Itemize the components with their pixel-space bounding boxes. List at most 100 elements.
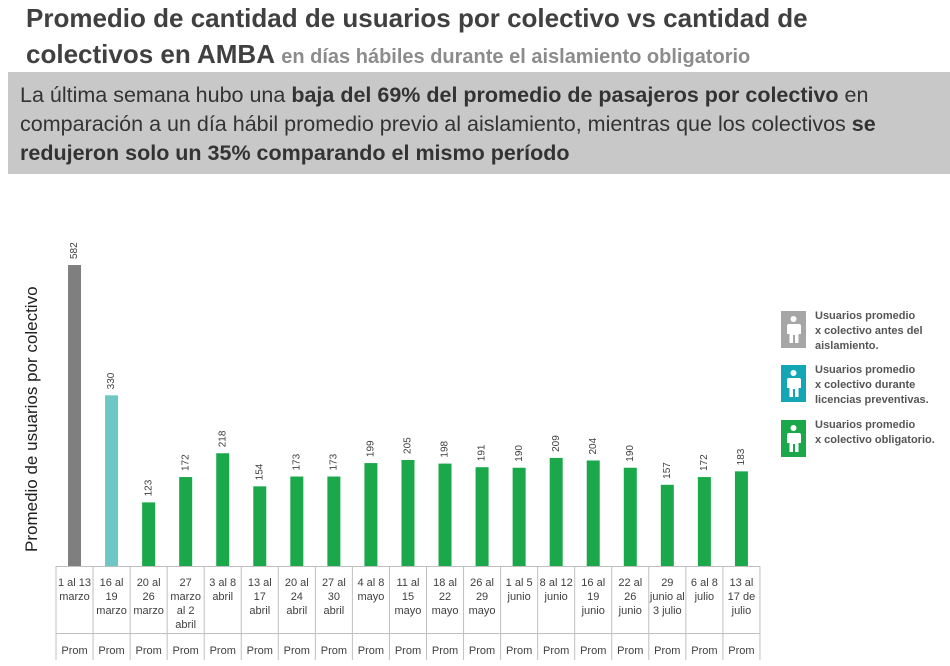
- summary-part-2: en comparación a un día hábil promedio p…: [20, 83, 869, 136]
- bar: [734, 471, 748, 566]
- x-tick-label: 13 al 17 abril: [248, 577, 272, 617]
- legend-label-line: Usuarios promedio: [815, 310, 916, 322]
- bar: [438, 463, 452, 566]
- summary-banner: La última semana hubo una baja del 69% d…: [8, 72, 950, 174]
- legend-label: Usuarios promedio x colectivo obligatorio…: [815, 418, 950, 448]
- data-label: 191: [477, 444, 488, 461]
- bar: [475, 467, 489, 566]
- row-label: Prom: [617, 645, 643, 657]
- x-tick-label: 26 al 29 mayo: [469, 577, 496, 617]
- bar: [142, 502, 156, 566]
- title-main: Promedio de cantidad de usuarios por col…: [26, 3, 808, 69]
- bar: [68, 265, 82, 566]
- data-label: 209: [551, 435, 562, 452]
- row-label: Prom: [654, 645, 680, 657]
- row-label: Prom: [469, 645, 495, 657]
- bar: [105, 395, 119, 566]
- row-label: Prom: [506, 645, 532, 657]
- row-label: Prom: [173, 645, 199, 657]
- data-label: 205: [403, 437, 414, 454]
- bar: [327, 476, 341, 566]
- data-label: 172: [180, 454, 191, 471]
- data-label: 173: [329, 453, 340, 470]
- row-label: Prom: [135, 645, 161, 657]
- row-label: Prom: [247, 645, 273, 657]
- row-label: Prom: [691, 645, 717, 657]
- x-tick-label: 8 al 12 junio: [540, 577, 573, 603]
- row-label: Prom: [61, 645, 87, 657]
- row-label: Prom: [395, 645, 421, 657]
- bar: [401, 459, 415, 566]
- bar: [623, 467, 637, 566]
- legend-label: Usuarios promedio x colectivo antes del ai…: [815, 309, 950, 354]
- x-tick-label: 3 al 8 abril: [209, 577, 236, 603]
- data-label: 183: [736, 448, 747, 465]
- bar: [549, 457, 563, 566]
- page-title: Promedio de cantidad de usuarios por col…: [26, 0, 926, 75]
- x-tick-label: 4 al 8 mayo: [357, 577, 384, 603]
- data-label: 157: [662, 462, 673, 479]
- bar: [364, 463, 378, 566]
- legend-label-line: x colectivo obligatorio.: [815, 434, 935, 446]
- x-tick-label: 6 al 8 julio: [691, 577, 718, 603]
- x-tick-label: 20 al 24 abril: [285, 577, 309, 617]
- summary-text: La última semana hubo una baja del 69% d…: [8, 72, 950, 168]
- bar: [216, 453, 230, 566]
- data-label: 154: [254, 463, 265, 480]
- bar: [253, 486, 267, 566]
- legend-label-line: Usuarios promedio: [815, 419, 916, 431]
- x-tick-label: 27 al 30 abril: [322, 577, 346, 617]
- summary-highlight-1: baja del 69% del promedio de pasajeros p…: [291, 83, 839, 107]
- bar: [660, 484, 674, 566]
- data-label: 204: [588, 437, 599, 454]
- legend-label-line: x colectivo durante: [815, 379, 916, 391]
- row-label: Prom: [432, 645, 458, 657]
- data-label: 218: [217, 430, 228, 447]
- data-label: 173: [291, 453, 302, 470]
- bar: [290, 476, 304, 566]
- legend-label-line: licencias preventivas.: [815, 394, 929, 406]
- row-label: Prom: [284, 645, 310, 657]
- x-tick-label: 16 al 19 marzo: [96, 577, 127, 617]
- x-tick-label: 16 al 19 junio: [581, 577, 606, 617]
- legend-label-line: Usuarios promedio: [815, 364, 916, 376]
- x-tick-label: 20 al 26 marzo: [133, 577, 164, 617]
- person-icon: [781, 420, 806, 457]
- legend-label: Usuarios promedio x colectivo durante lice…: [815, 363, 950, 408]
- x-tick-label: 29 junio al 3 julio: [649, 577, 685, 617]
- data-label: 198: [440, 440, 451, 457]
- row-label: Prom: [210, 645, 236, 657]
- data-label: 123: [143, 479, 154, 496]
- x-tick-label: 22 al 26 junio: [618, 577, 643, 617]
- x-tick-label: 27 marzo al 2 abril: [170, 577, 201, 631]
- data-label: 172: [699, 454, 710, 471]
- row-label: Prom: [580, 645, 606, 657]
- bar: [512, 467, 526, 566]
- person-icon: [781, 365, 806, 402]
- bar: [586, 460, 600, 566]
- data-label: 190: [514, 445, 525, 462]
- bar: [179, 477, 193, 566]
- data-label: 199: [366, 440, 377, 457]
- row-label: Prom: [98, 645, 124, 657]
- title-subtitle: en días hábiles durante el aislamiento o…: [281, 46, 751, 68]
- data-label: 190: [625, 445, 636, 462]
- summary-part-1: La última semana hubo una: [20, 83, 292, 107]
- row-label: Prom: [728, 645, 754, 657]
- x-tick-label: 1 al 5 junio: [506, 577, 533, 603]
- legend-label-line: x colectivo antes del: [815, 325, 923, 337]
- person-icon: [781, 311, 806, 348]
- summary-highlight-2: se redujeron solo un 35% comparando el m…: [20, 112, 876, 165]
- data-label: 330: [106, 372, 117, 389]
- bar: [697, 477, 711, 566]
- row-label: Prom: [358, 645, 384, 657]
- data-label: 582: [69, 242, 80, 259]
- row-label: Prom: [321, 645, 347, 657]
- x-tick-label: 18 al 22 mayo: [432, 577, 459, 617]
- x-tick-label: 13 al 17 de julio: [728, 577, 756, 617]
- legend-label-line: aislamiento.: [815, 340, 879, 352]
- row-label: Prom: [543, 645, 569, 657]
- x-tick-label: 11 al 15 mayo: [395, 577, 422, 617]
- x-tick-label: 1 al 13 marzo: [58, 577, 91, 603]
